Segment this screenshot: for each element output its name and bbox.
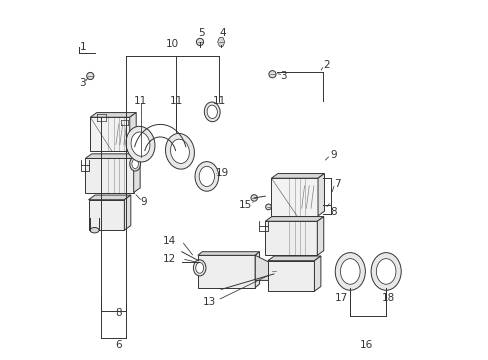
Ellipse shape [204,102,220,122]
Text: 8: 8 [116,308,122,318]
Polygon shape [255,255,273,280]
Ellipse shape [193,260,205,276]
Ellipse shape [195,162,218,191]
Ellipse shape [335,253,365,290]
Circle shape [250,195,257,201]
Text: 11: 11 [169,96,183,106]
Text: 9: 9 [140,197,147,207]
Text: 1: 1 [80,42,86,52]
Polygon shape [198,255,255,288]
Text: 12: 12 [163,254,176,264]
Text: 8: 8 [330,207,337,217]
Ellipse shape [170,139,189,163]
Polygon shape [88,195,131,200]
Polygon shape [90,117,129,151]
Polygon shape [317,174,324,216]
Ellipse shape [131,132,150,156]
Polygon shape [317,217,323,255]
Text: 2: 2 [323,60,329,70]
Ellipse shape [340,258,359,284]
Ellipse shape [370,253,400,290]
Polygon shape [88,200,124,230]
Polygon shape [85,154,140,158]
Polygon shape [198,252,259,255]
Polygon shape [271,178,317,216]
Text: 6: 6 [116,340,122,350]
Polygon shape [129,113,136,151]
Text: 4: 4 [219,28,226,38]
Text: 7: 7 [333,179,340,189]
Ellipse shape [199,166,214,186]
Ellipse shape [165,134,194,169]
Circle shape [86,72,94,80]
Ellipse shape [206,105,217,118]
Text: 11: 11 [212,96,225,106]
Polygon shape [265,217,323,221]
Polygon shape [267,261,314,291]
Circle shape [196,39,203,45]
Ellipse shape [195,262,203,273]
Polygon shape [124,195,131,230]
Polygon shape [314,256,320,291]
Ellipse shape [132,159,138,168]
Ellipse shape [90,228,99,233]
Text: 11: 11 [134,96,147,106]
Circle shape [265,204,271,210]
Text: 14: 14 [163,236,176,246]
Polygon shape [271,174,324,178]
Text: 3: 3 [80,78,86,88]
Polygon shape [255,252,259,288]
Text: 9: 9 [330,150,337,160]
Text: 18: 18 [381,293,394,303]
Text: 13: 13 [202,297,215,307]
Polygon shape [267,256,320,261]
Polygon shape [265,221,317,255]
Ellipse shape [129,157,140,171]
Text: 15: 15 [238,200,251,210]
Text: 16: 16 [359,340,372,350]
Text: 19: 19 [215,168,228,178]
Polygon shape [133,154,140,193]
Ellipse shape [126,126,155,162]
Polygon shape [217,37,224,46]
Polygon shape [85,158,133,193]
Text: 17: 17 [334,293,347,303]
Circle shape [268,71,276,78]
Text: 5: 5 [198,28,204,38]
Ellipse shape [376,258,395,284]
Polygon shape [90,113,136,117]
Text: 3: 3 [280,71,286,81]
Circle shape [270,269,276,274]
Text: 10: 10 [166,39,179,49]
